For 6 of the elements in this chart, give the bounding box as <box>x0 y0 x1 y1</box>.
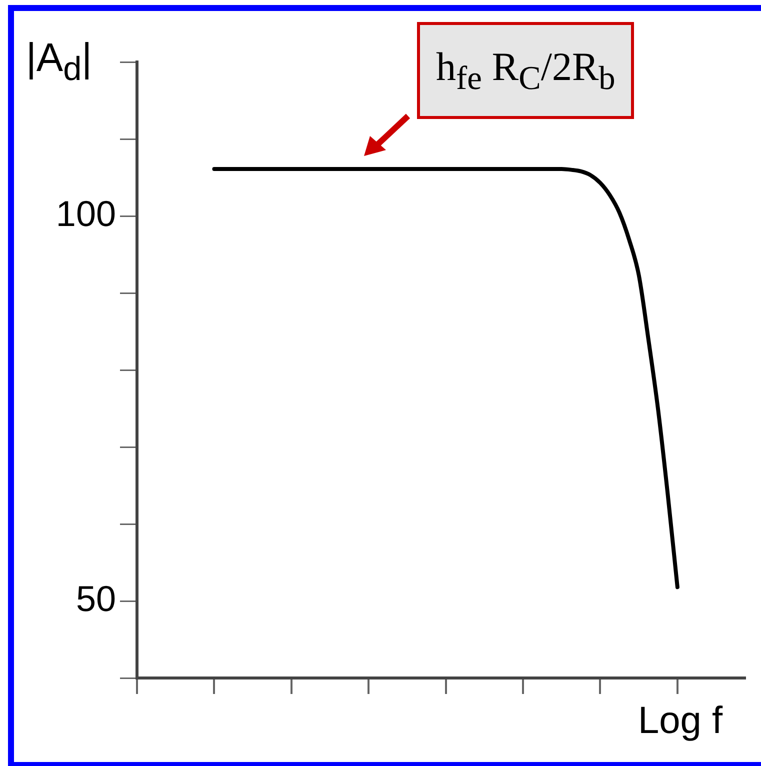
annotation: h$_{fe}$ R$_{C}$/2R$_{b}$ <box>417 22 634 119</box>
y-tick-label: 100 <box>56 192 116 234</box>
y-axis-title: |A$_{d}$| <box>26 36 92 89</box>
line-series <box>212 167 680 590</box>
y-tick-label: 50 <box>76 578 116 619</box>
x-axis-title: Log f <box>638 700 723 743</box>
